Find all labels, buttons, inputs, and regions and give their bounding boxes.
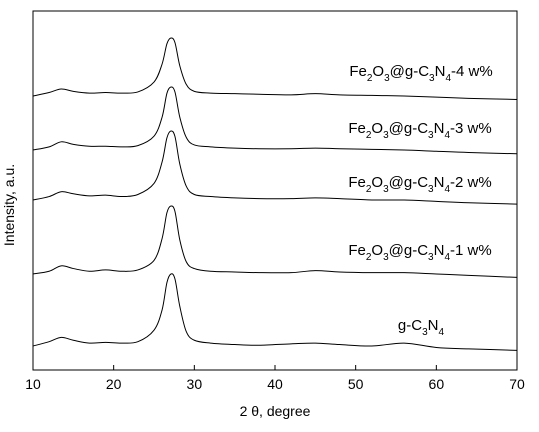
x-tick-label: 30 bbox=[187, 376, 203, 392]
x-tick-label: 20 bbox=[106, 376, 122, 392]
series-line-5 bbox=[32, 37, 518, 100]
x-tick-label: 70 bbox=[509, 376, 525, 392]
series-line-2 bbox=[32, 205, 518, 278]
x-axis-ticks: 10 20 30 40 50 60 70 bbox=[25, 365, 525, 392]
series-line-3 bbox=[32, 130, 518, 205]
x-tick-label: 60 bbox=[429, 376, 445, 392]
x-tick-label: 40 bbox=[267, 376, 283, 392]
x-tick-label: 10 bbox=[25, 376, 41, 392]
series-line-1 bbox=[32, 273, 518, 351]
series-label-5: Fe2O3@g-C3N4-4 w% bbox=[349, 63, 492, 84]
y-axis-label: Intensity, a.u. bbox=[1, 164, 17, 246]
series-labels: g-C3N4 Fe2O3@g-C3N4-1 w% Fe2O3@g-C3N4-2 w%… bbox=[348, 63, 492, 338]
series-label-1: g-C3N4 bbox=[398, 317, 445, 338]
series-label-3: Fe2O3@g-C3N4-2 w% bbox=[348, 174, 491, 195]
series-label-2: Fe2O3@g-C3N4-1 w% bbox=[348, 242, 491, 263]
series-line-4 bbox=[32, 86, 518, 155]
series-label-4: Fe2O3@g-C3N4-3 w% bbox=[348, 120, 491, 141]
series-curves bbox=[32, 37, 518, 351]
x-axis-label: 2 θ, degree bbox=[240, 403, 311, 419]
x-tick-label: 50 bbox=[348, 376, 364, 392]
